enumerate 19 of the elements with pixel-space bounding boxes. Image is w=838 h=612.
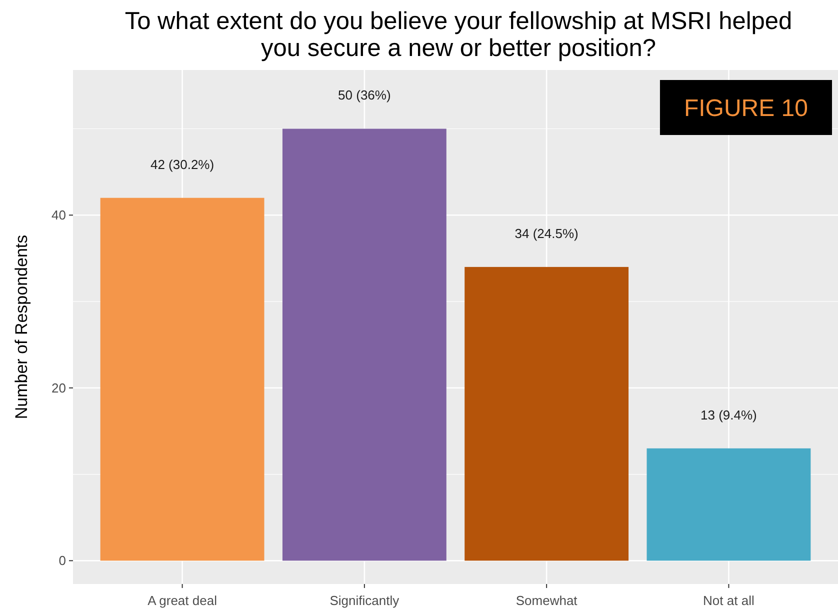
y-axis-title: Number of Respondents	[12, 234, 31, 420]
x-tick-label: Significantly	[330, 593, 400, 608]
data-label: 13 (9.4%)	[700, 407, 757, 422]
y-tick-label: 20	[52, 380, 66, 396]
bar	[100, 198, 264, 561]
bar	[646, 448, 811, 561]
data-label: 34 (24.5%)	[514, 226, 578, 241]
bar	[282, 128, 446, 561]
y-tick-label: 0	[58, 553, 66, 568]
x-tick-label: A great deal	[148, 593, 218, 608]
y-tick-label: 40	[52, 208, 66, 223]
chart-title: To what extent do you believe your fellowship at MSRI helped you secure a new or better position?	[124, 8, 792, 62]
bar	[464, 266, 629, 561]
x-tick-label: Somewhat	[516, 593, 578, 608]
x-tick-label: Not at all	[703, 593, 754, 608]
annotation: FIGURE 10	[684, 95, 808, 122]
data-label: 42 (30.2%)	[150, 156, 214, 172]
caption-box: FIGURE 10	[660, 80, 832, 135]
data-label: 50 (36%)	[338, 88, 391, 103]
